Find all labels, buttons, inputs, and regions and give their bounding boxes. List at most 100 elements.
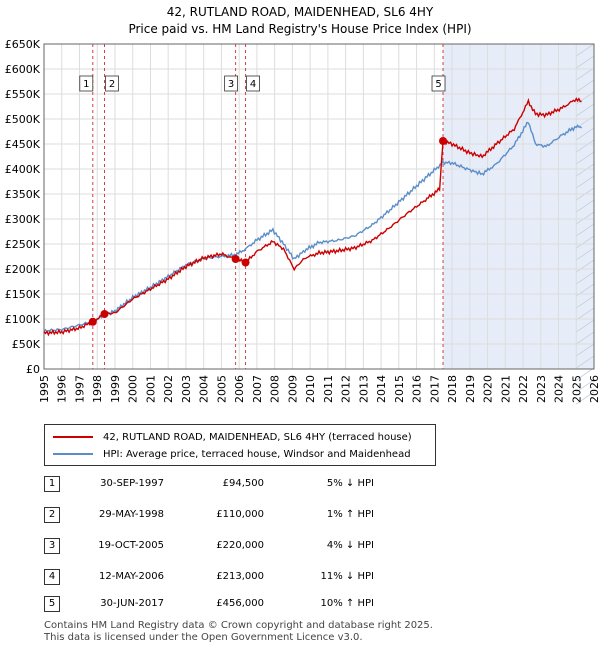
x-tick-label: 2021 — [499, 375, 512, 403]
row-date: 29-MAY-1998 — [98, 509, 164, 520]
title-line-1: 42, RUTLAND ROAD, MAIDENHEAD, SL6 4HY — [166, 5, 434, 19]
y-tick-label: £200K — [5, 263, 41, 276]
sale-point-5 — [439, 137, 448, 145]
row-date: 19-OCT-2005 — [98, 540, 164, 551]
y-tick-label: £500K — [5, 113, 41, 126]
y-tick-label: £150K — [5, 288, 41, 301]
y-tick-label: £250K — [5, 238, 41, 251]
x-tick-label: 2017 — [428, 375, 441, 403]
hatch-line — [576, 115, 595, 129]
x-tick-label: 2024 — [553, 375, 566, 403]
x-tick-label: 1996 — [56, 375, 69, 403]
sale-number-box-3 — [224, 75, 239, 92]
x-tick-label: 2007 — [251, 375, 264, 403]
x-tick-label: 2020 — [482, 375, 495, 403]
x-tick-label: 2010 — [304, 375, 317, 403]
chart-legend: 42, RUTLAND ROAD, MAIDENHEAD, SL6 4HY (t… — [44, 424, 436, 466]
hatch-line — [576, 67, 595, 81]
row-number-badge: 4 — [44, 569, 60, 585]
row-number-badge: 1 — [44, 476, 60, 492]
x-tick-label: 2004 — [198, 375, 211, 403]
x-tick-label: 2015 — [393, 375, 406, 403]
y-tick-label: £0 — [26, 363, 40, 376]
x-tick-label: 1995 — [38, 375, 51, 403]
y-tick-label: £100K — [5, 313, 41, 326]
sale-point-2 — [100, 310, 109, 318]
hatch-line — [576, 163, 595, 177]
shaded-region — [443, 44, 594, 369]
row-price: £110,000 — [216, 509, 264, 520]
legend-swatch-property — [53, 436, 93, 438]
x-tick-label: 2001 — [144, 375, 157, 403]
y-tick-label: £350K — [5, 188, 41, 201]
hatch-line — [576, 319, 595, 333]
hatch-line — [576, 235, 595, 249]
x-tick-label: 1997 — [73, 375, 86, 403]
hatch-line — [576, 223, 595, 237]
hatch-line — [576, 295, 595, 309]
footer-line-1: Contains HM Land Registry data © Crown c… — [44, 620, 433, 631]
hatch-line — [576, 307, 595, 321]
y-tick-label: £550K — [5, 88, 41, 101]
x-tick-label: 2025 — [570, 375, 583, 403]
sale-number-label-5: 5 — [435, 79, 441, 90]
table-row: 5 30-JUN-2017 £456,000 10% ↑ HPI — [44, 596, 444, 612]
hatch-line — [576, 271, 595, 285]
sale-number-box-2 — [105, 75, 119, 92]
x-tick-label: 1998 — [91, 375, 104, 403]
x-tick-label: 2011 — [322, 375, 335, 403]
hatch-line — [576, 343, 595, 357]
row-date: 30-JUN-2017 — [100, 598, 164, 609]
row-number-badge: 3 — [44, 538, 60, 554]
y-tick-label: £450K — [5, 138, 41, 151]
chart-title: 42, RUTLAND ROAD, MAIDENHEAD, SL6 4HY Pr… — [0, 4, 600, 38]
legend-swatch-hpi — [53, 453, 93, 455]
hatch-line — [576, 151, 595, 165]
footer-line-2: This data is licensed under the Open Gov… — [44, 632, 363, 643]
x-tick-label: 2022 — [517, 375, 530, 403]
row-number-badge: 2 — [44, 507, 60, 523]
sale-number-box-4 — [246, 75, 260, 92]
row-hpi-diff: 5% ↓ HPI — [326, 478, 374, 489]
hatch-line — [576, 259, 595, 273]
row-hpi-diff: 10% ↑ HPI — [320, 598, 374, 609]
sale-number-box-5 — [431, 75, 446, 92]
legend-item-property: 42, RUTLAND ROAD, MAIDENHEAD, SL6 4HY (t… — [53, 429, 412, 445]
x-tick-label: 2006 — [233, 375, 246, 403]
y-tick-label: £50K — [12, 338, 41, 351]
sale-number-label-2: 2 — [109, 79, 115, 90]
hatch-line — [576, 127, 595, 141]
hatch-line — [576, 139, 595, 153]
x-tick-label: 2026 — [588, 375, 600, 403]
row-hpi-diff: 4% ↓ HPI — [326, 540, 374, 551]
row-price: £220,000 — [216, 540, 264, 551]
y-tick-label: £600K — [5, 63, 41, 76]
hatch-line — [576, 43, 595, 57]
hatch-line — [576, 367, 595, 381]
x-tick-label: 2008 — [269, 375, 282, 403]
row-price: £456,000 — [216, 598, 264, 609]
sale-number-label-1: 1 — [83, 79, 89, 90]
x-tick-label: 2012 — [340, 375, 353, 403]
row-date: 12-MAY-2006 — [98, 571, 164, 582]
y-tick-label: £300K — [5, 213, 41, 226]
legend-item-hpi: HPI: Average price, terraced house, Wind… — [53, 446, 411, 462]
table-row: 1 30-SEP-1997 £94,500 5% ↓ HPI — [44, 476, 444, 492]
x-tick-label: 2002 — [162, 375, 175, 403]
table-row: 4 12-MAY-2006 £213,000 11% ↓ HPI — [44, 569, 444, 585]
sale-point-3 — [231, 255, 240, 263]
hatch-line — [576, 199, 595, 213]
table-row: 3 19-OCT-2005 £220,000 4% ↓ HPI — [44, 538, 444, 554]
x-tick-label: 1999 — [109, 375, 122, 403]
x-tick-label: 2016 — [411, 375, 424, 403]
hatch-line — [576, 79, 595, 93]
x-tick-label: 2019 — [464, 375, 477, 403]
hatch-line — [576, 175, 595, 189]
legend-label-hpi: HPI: Average price, terraced house, Wind… — [103, 448, 411, 460]
sale-number-label-4: 4 — [250, 79, 256, 90]
x-tick-label: 2013 — [357, 375, 370, 403]
hatch-line — [576, 391, 595, 405]
table-row: 2 29-MAY-1998 £110,000 1% ↑ HPI — [44, 507, 444, 523]
legend-label-property: 42, RUTLAND ROAD, MAIDENHEAD, SL6 4HY (t… — [103, 431, 412, 443]
row-hpi-diff: 11% ↓ HPI — [320, 571, 374, 582]
